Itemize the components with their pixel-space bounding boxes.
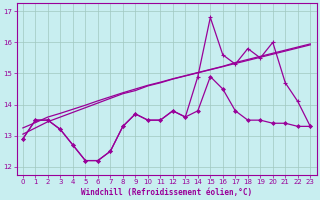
X-axis label: Windchill (Refroidissement éolien,°C): Windchill (Refroidissement éolien,°C) [81,188,252,197]
